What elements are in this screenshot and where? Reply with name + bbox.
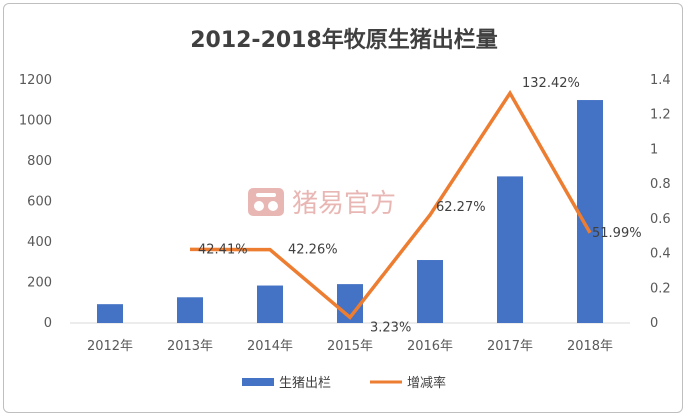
- right-axis: 0 0.2 0.4 0.6 0.8 1 1.2 1.4: [650, 73, 671, 331]
- left-tick-label-6: 1200: [19, 73, 52, 88]
- x-tick-label-2: 2014年: [247, 339, 293, 354]
- right-tick-label-7: 1.4: [650, 73, 671, 88]
- left-axis: 0 200 400 600 800 1000 1200: [19, 73, 52, 331]
- left-tick-label-4: 800: [27, 154, 52, 169]
- line-series: [189, 89, 592, 320]
- legend-swatch-bar: [242, 378, 274, 386]
- rate-label-4: 62.27%: [436, 200, 486, 215]
- chart-title: 2012-2018年牧原生猪出栏量: [190, 27, 498, 53]
- x-axis: 2012年 2013年 2014年 2015年 2016年 2017年 2018年: [87, 339, 613, 354]
- bar-4: [417, 260, 443, 323]
- x-tick-label-6: 2018年: [567, 339, 613, 354]
- right-tick-label-4: 0.8: [650, 177, 671, 192]
- right-tick-label-3: 0.6: [650, 212, 671, 227]
- x-tick-label-5: 2017年: [487, 339, 533, 354]
- rate-label-3: 3.23%: [370, 320, 411, 335]
- left-tick-label-2: 400: [27, 235, 52, 250]
- rate-label-2: 42.26%: [288, 243, 338, 258]
- x-tick-label-3: 2015年: [327, 339, 373, 354]
- rate-label-1: 42.41%: [198, 242, 248, 257]
- left-tick-label-0: 0: [44, 316, 52, 331]
- legend-label-bar: 生猪出栏: [279, 376, 331, 391]
- rate-label-5: 132.42%: [522, 76, 580, 91]
- x-tick-label-4: 2016年: [407, 339, 453, 354]
- left-tick-label-3: 600: [27, 195, 52, 210]
- legend-label-line: 增减率: [407, 375, 446, 391]
- pig-logo-icon: [248, 188, 284, 216]
- right-tick-label-6: 1.2: [650, 108, 671, 123]
- left-tick-label-1: 200: [27, 276, 52, 291]
- bar-1: [177, 297, 203, 323]
- right-tick-label-5: 1: [650, 142, 658, 157]
- rate-line: [189, 89, 592, 320]
- bar-6: [577, 100, 603, 323]
- x-tick-label-0: 2012年: [87, 339, 133, 354]
- watermark-text: 猪易官方: [292, 189, 396, 219]
- bar-5: [497, 176, 523, 323]
- bar-0: [97, 304, 123, 323]
- line-data-labels: 42.41% 42.26% 3.23% 62.27% 132.42% 51.99%: [198, 76, 642, 335]
- right-tick-label-2: 0.4: [650, 247, 671, 262]
- bar-series: [97, 100, 603, 323]
- chart-frame: [3, 3, 683, 413]
- watermark: 猪易官方: [248, 188, 396, 219]
- right-tick-label-1: 0.2: [650, 281, 671, 296]
- legend: 生猪出栏 增减率: [242, 375, 446, 391]
- x-tick-label-1: 2013年: [167, 339, 213, 354]
- left-tick-label-5: 1000: [19, 114, 52, 129]
- bar-2: [257, 285, 283, 323]
- rate-label-6: 51.99%: [592, 226, 642, 241]
- right-tick-label-0: 0: [650, 316, 658, 331]
